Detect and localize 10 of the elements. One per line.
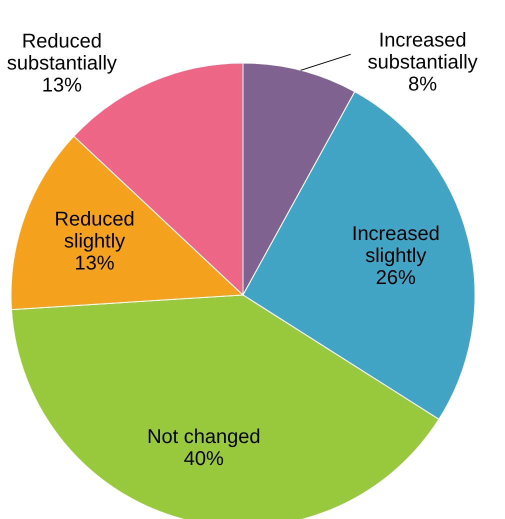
slice-label: Not changed (147, 426, 260, 448)
data-label: 13% (74, 252, 115, 275)
data-label: 40% (184, 448, 224, 470)
data-label: 8% (408, 73, 438, 96)
data-label: 13% (42, 74, 82, 97)
data-label: 26% (376, 266, 416, 289)
slice-label: Reduced slightly (54, 208, 135, 253)
slice-label: Increased slightly (352, 222, 440, 267)
slice-label: Reduced substantially (6, 30, 117, 75)
slice-label: Increased substantially (368, 29, 478, 74)
